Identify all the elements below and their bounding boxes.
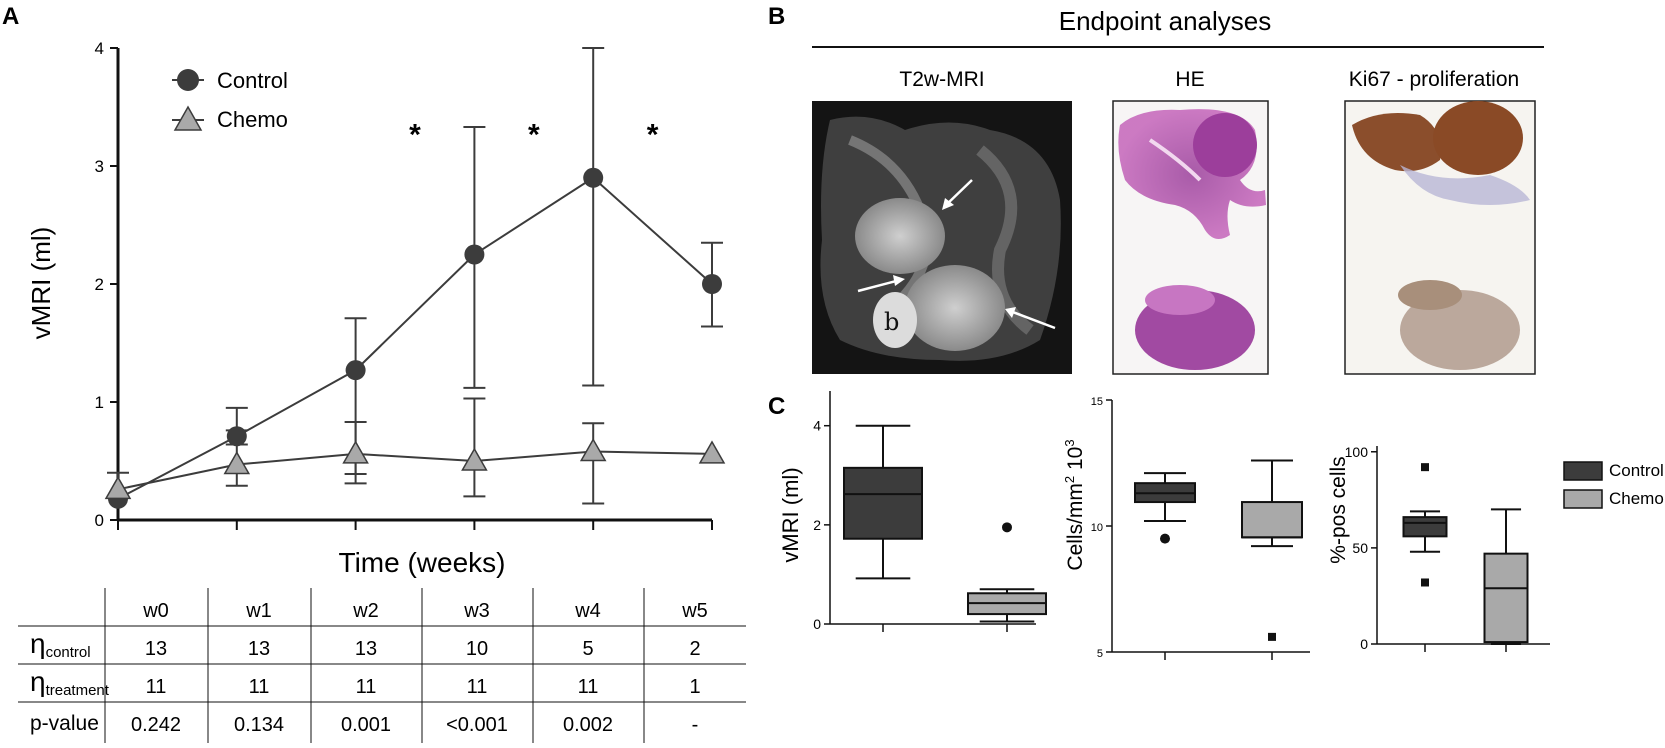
point-chemo <box>461 447 488 471</box>
mri-image: b <box>812 101 1072 374</box>
box1-y-label: vMRI (ml) <box>778 467 803 562</box>
table-column-header: w3 <box>463 600 490 622</box>
table-cell: 0.002 <box>563 714 613 736</box>
outlier-control <box>1421 578 1429 587</box>
legend-c-swatch-chemo <box>1563 489 1603 509</box>
outlier-control <box>1421 463 1429 472</box>
box-plot-ki67: 0 50 100 <box>1345 444 1550 652</box>
table-cell: 2 <box>689 638 700 660</box>
ki67-image <box>1344 100 1536 375</box>
he-image <box>1112 100 1269 375</box>
box3-y-label: %-pos cells <box>1327 456 1350 563</box>
box-y-tick-label: 2 <box>813 517 821 533</box>
table-column-header: w1 <box>245 600 272 622</box>
panel-label-a: A <box>2 3 19 30</box>
table-column-header: w4 <box>574 600 601 622</box>
box-y-tick-label: 100 <box>1345 444 1369 460</box>
box-y-tick-label: 50 <box>1352 540 1368 556</box>
y-axis-label: vMRI (ml) <box>26 227 56 340</box>
outlier-chemo <box>1268 632 1276 641</box>
column-label-he: HE <box>1175 68 1204 91</box>
table-column-header: w2 <box>352 600 379 622</box>
table-cell: 5 <box>582 638 593 660</box>
box-control <box>1402 516 1448 538</box>
y-tick-label: 1 <box>95 393 104 412</box>
box-y-tick-label: 0 <box>1360 636 1368 652</box>
table-cell: 13 <box>248 638 270 660</box>
point-control <box>345 360 366 381</box>
legend-label-chemo: Chemo <box>217 107 288 132</box>
box2-y-label: Cells/mm2 103 <box>1062 439 1087 570</box>
box-plots-panel-c: 0 2 4 5 10 15 0 50 100 vMRI (ml) Cells/mm2 103… <box>778 391 1664 660</box>
table-cell: 11 <box>356 676 377 698</box>
row-label-control: ηcontrol <box>30 628 91 661</box>
table-cell: 11 <box>467 676 488 698</box>
table-cell: 11 <box>578 676 599 698</box>
table-cell: 0.134 <box>234 714 284 736</box>
column-label-mri: T2w-MRI <box>899 68 984 91</box>
y-tick-label: 2 <box>95 275 104 294</box>
y-tick-label: 0 <box>95 511 104 530</box>
box-y-tick-label: 4 <box>813 418 821 434</box>
point-chemo <box>698 440 726 464</box>
outlier-chemo <box>1002 522 1012 533</box>
box-y-tick-label: 15 <box>1091 396 1103 408</box>
table-cell: 10 <box>466 638 488 660</box>
significance-asterisk: * <box>528 119 540 152</box>
box-y-tick-label: 5 <box>1097 648 1103 660</box>
table-cell: 13 <box>145 638 167 660</box>
panel-label-c: C <box>768 393 785 420</box>
table-cell: <0.001 <box>446 714 508 736</box>
table-cell: 1 <box>689 676 700 698</box>
panel-b-title: Endpoint analyses <box>1059 6 1271 36</box>
point-control <box>226 426 247 447</box>
outlier-control <box>1160 533 1170 544</box>
row-label-pvalue: p-value <box>30 712 99 735</box>
point-chemo <box>104 475 132 500</box>
panel-label-b: B <box>768 3 785 30</box>
sample-size-table: w0 w1 w2 w3 w4 w5 13 13 13 10 5 211 11 11 11 11 10.242 0… <box>18 588 746 743</box>
point-control <box>464 244 485 265</box>
box-y-tick-label: 10 <box>1091 522 1103 534</box>
box-plot-vmri: 0 2 4 <box>813 391 1047 632</box>
row-label-treatment: ηtreatment <box>30 666 110 699</box>
series-line-control <box>117 176 713 500</box>
series-line-chemo <box>117 450 713 491</box>
box-plot-cells: 5 10 15 <box>1091 396 1310 660</box>
table-cell: 0.001 <box>341 714 391 736</box>
legend-label-control: Control <box>217 68 288 93</box>
table-column-header: w5 <box>681 600 708 622</box>
box-control <box>843 466 923 540</box>
point-chemo <box>579 438 607 462</box>
x-axis-label: Time (weeks) <box>339 547 506 578</box>
y-tick-label: 3 <box>95 157 104 176</box>
legend-c-label-control: Control <box>1609 461 1664 480</box>
table-column-header: w0 <box>142 600 169 622</box>
legend-c-swatch-control <box>1563 461 1603 481</box>
mri-bladder-label: b <box>884 308 899 336</box>
significance-asterisk: * <box>409 119 421 152</box>
column-label-ki67: Ki67 - proliferation <box>1349 68 1519 91</box>
box-chemo <box>1483 552 1529 644</box>
point-control <box>583 167 604 188</box>
table-cell: 11 <box>146 676 167 698</box>
legend-marker-chemo <box>173 105 203 131</box>
point-control <box>702 274 722 294</box>
point-chemo <box>342 440 369 464</box>
significance-asterisk: * <box>647 119 659 152</box>
y-tick-label: 4 <box>95 39 104 58</box>
point-chemo <box>223 451 251 475</box>
table-cell: 13 <box>355 638 377 660</box>
table-cell: - <box>692 714 699 736</box>
endpoint-analyses-panel: Endpoint analyses T2w-MRI HE Ki67 - prol… <box>812 6 1544 375</box>
box-chemo <box>1241 501 1303 539</box>
line-chart-panel-a: 0 1 2 3 4 * * * vMRI (ml) Time (weeks) Control… <box>26 39 726 578</box>
table-cell: 11 <box>249 676 270 698</box>
table-cell: 0.242 <box>131 714 181 736</box>
legend-c-label-chemo: Chemo <box>1609 489 1664 508</box>
box-y-tick-label: 0 <box>813 616 821 632</box>
